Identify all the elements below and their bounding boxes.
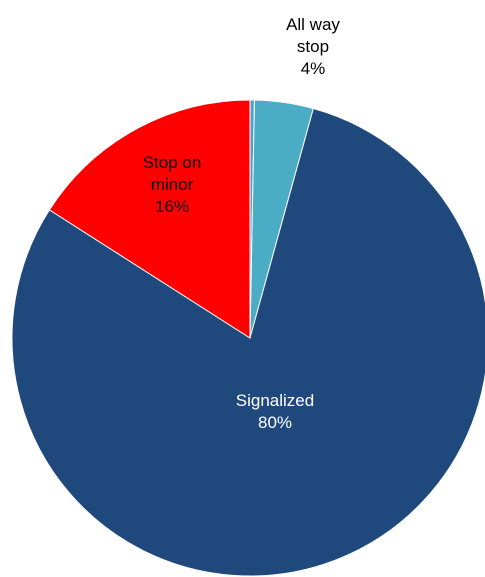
pie-slice-stop-on-minor bbox=[48, 99, 251, 339]
pie-slice-signalized bbox=[11, 107, 485, 577]
slice-label-line: Signalized bbox=[236, 391, 314, 410]
slice-label-line: 80% bbox=[258, 413, 292, 432]
slice-label-line: Stop on bbox=[143, 153, 202, 172]
slice-label-line: minor bbox=[151, 175, 194, 194]
slice-label-all-way-stop: All way stop 4% bbox=[286, 15, 340, 78]
pie-slices bbox=[11, 99, 485, 577]
slice-label-line: 16% bbox=[155, 197, 189, 216]
pie-labels: All way stop 4% Signalized 80% Stop on minor 16… bbox=[143, 15, 341, 432]
slice-label-stop-on-minor: Stop on minor 16% bbox=[143, 153, 202, 216]
slice-label-line: stop bbox=[297, 37, 329, 56]
slice-label-line: All way bbox=[286, 15, 340, 34]
slice-label-signalized: Signalized 80% bbox=[236, 391, 314, 432]
slice-label-line: 4% bbox=[301, 59, 326, 78]
